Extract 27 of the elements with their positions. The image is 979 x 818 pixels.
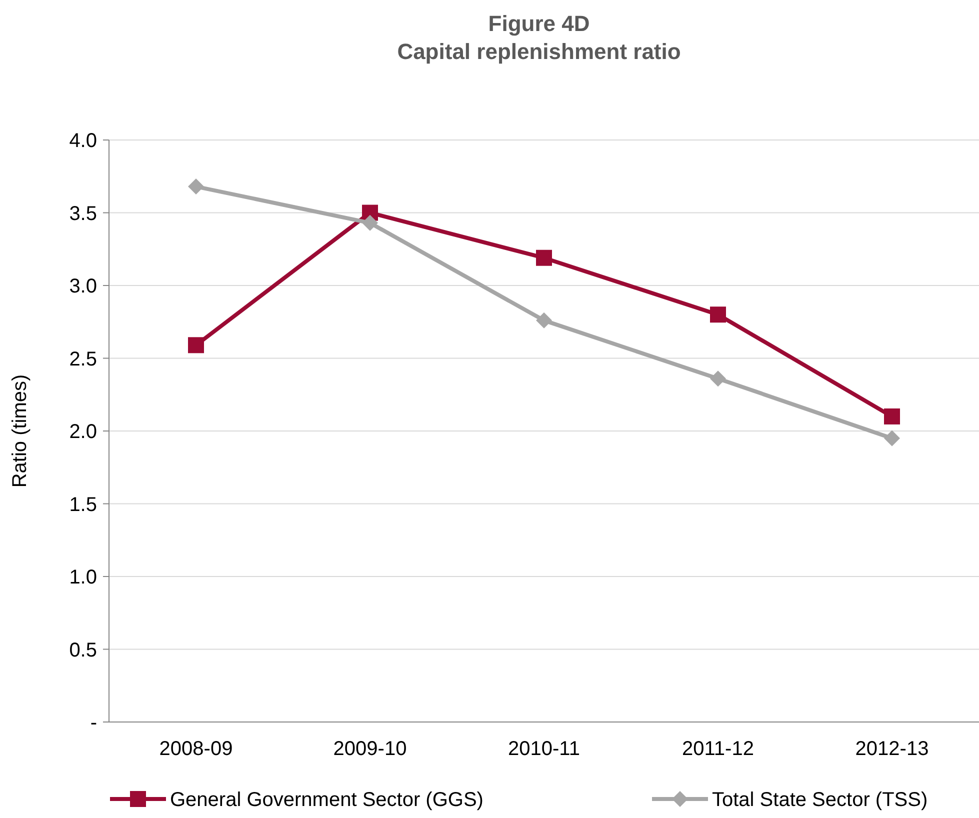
y-tick-label: 0.5	[69, 639, 97, 662]
y-tick-label: 1.0	[69, 566, 97, 588]
point	[536, 250, 552, 266]
legend-label: Total State Sector (TSS)	[712, 789, 928, 811]
chart-title: Figure 4D Capital replenishment ratio	[397, 11, 681, 64]
y-tick-label: 3.5	[69, 202, 97, 225]
point	[188, 337, 204, 354]
point	[884, 430, 900, 446]
point	[884, 408, 900, 424]
point	[710, 306, 726, 323]
x-tick-label: 2008-09	[159, 738, 233, 760]
legend-label: General Government Sector (GGS)	[170, 789, 484, 811]
x-tick-label: 2012-13	[855, 738, 929, 760]
y-tick-label: 2.5	[69, 348, 97, 370]
point	[536, 312, 552, 328]
x-tick-label: 2010-11	[508, 738, 580, 760]
x-tick-label: 2009-10	[333, 738, 407, 760]
y-tick-label: -	[90, 712, 97, 734]
y-tick-label: 1.5	[69, 494, 97, 516]
y-axis-title: Ratio (times)	[9, 374, 31, 488]
point	[188, 178, 204, 195]
point	[362, 214, 378, 231]
y-tick-label: 2.0	[69, 421, 97, 443]
y-tick-label: 3.0	[69, 276, 97, 298]
y-tick-label: 4.0	[69, 130, 97, 152]
x-tick-label: 2011-12	[682, 738, 754, 760]
point	[710, 370, 726, 387]
